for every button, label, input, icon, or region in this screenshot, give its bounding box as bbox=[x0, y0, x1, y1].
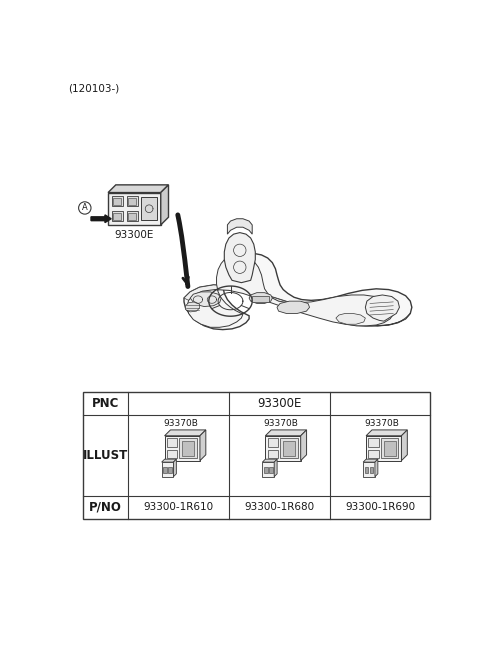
Bar bbox=[283, 441, 295, 455]
Polygon shape bbox=[401, 430, 408, 460]
Polygon shape bbox=[184, 285, 410, 327]
Polygon shape bbox=[249, 293, 272, 303]
Bar bbox=[168, 467, 172, 473]
Text: 93300E: 93300E bbox=[115, 229, 154, 240]
Polygon shape bbox=[184, 253, 412, 329]
Polygon shape bbox=[263, 462, 274, 477]
Text: 93370B: 93370B bbox=[364, 419, 399, 428]
Polygon shape bbox=[366, 430, 408, 436]
Bar bbox=[112, 196, 123, 206]
Bar bbox=[163, 467, 167, 473]
Polygon shape bbox=[108, 193, 161, 225]
Text: A: A bbox=[82, 204, 88, 212]
Text: 93300-1R610: 93300-1R610 bbox=[144, 502, 214, 512]
FancyArrow shape bbox=[91, 215, 111, 223]
Bar bbox=[267, 450, 278, 458]
Polygon shape bbox=[165, 430, 206, 436]
Bar bbox=[368, 450, 379, 458]
Bar bbox=[127, 211, 137, 221]
Polygon shape bbox=[162, 459, 176, 462]
Text: 93300-1R680: 93300-1R680 bbox=[244, 502, 314, 512]
Bar bbox=[381, 438, 398, 458]
Bar bbox=[113, 198, 121, 205]
Polygon shape bbox=[363, 459, 378, 462]
Bar bbox=[280, 438, 298, 458]
Text: PNC: PNC bbox=[92, 397, 120, 410]
Polygon shape bbox=[187, 254, 393, 328]
Polygon shape bbox=[224, 233, 255, 283]
Bar bbox=[182, 441, 194, 455]
Polygon shape bbox=[265, 436, 300, 460]
Polygon shape bbox=[366, 436, 401, 460]
Text: (120103-): (120103-) bbox=[68, 84, 119, 94]
Bar bbox=[365, 467, 368, 473]
Bar bbox=[167, 450, 177, 458]
Polygon shape bbox=[336, 314, 365, 324]
Bar bbox=[267, 438, 278, 447]
Bar bbox=[128, 213, 136, 219]
Text: 93300-1R690: 93300-1R690 bbox=[345, 502, 415, 512]
Text: 93370B: 93370B bbox=[163, 419, 198, 428]
Text: 93370B: 93370B bbox=[264, 419, 299, 428]
Bar bbox=[83, 392, 431, 519]
Bar bbox=[180, 438, 197, 458]
Text: 93300E: 93300E bbox=[257, 397, 301, 410]
Polygon shape bbox=[365, 295, 399, 321]
Polygon shape bbox=[375, 459, 378, 477]
Polygon shape bbox=[363, 462, 375, 477]
Polygon shape bbox=[274, 459, 277, 477]
Polygon shape bbox=[161, 185, 168, 225]
Polygon shape bbox=[186, 302, 200, 312]
Text: P/NO: P/NO bbox=[89, 501, 122, 514]
Bar bbox=[112, 211, 123, 221]
Polygon shape bbox=[173, 459, 176, 477]
Polygon shape bbox=[200, 430, 206, 460]
Text: ILLUST: ILLUST bbox=[83, 449, 128, 462]
Bar bbox=[368, 438, 379, 447]
Bar bbox=[370, 467, 373, 473]
Bar bbox=[113, 213, 121, 219]
Polygon shape bbox=[228, 219, 252, 234]
Polygon shape bbox=[263, 459, 277, 462]
Bar bbox=[264, 467, 267, 473]
Bar bbox=[167, 438, 177, 447]
Polygon shape bbox=[165, 436, 200, 460]
Bar bbox=[142, 197, 157, 220]
Polygon shape bbox=[162, 462, 173, 477]
Bar bbox=[128, 198, 136, 205]
Bar bbox=[384, 441, 396, 455]
Polygon shape bbox=[300, 430, 307, 460]
Polygon shape bbox=[277, 301, 310, 314]
Polygon shape bbox=[108, 185, 168, 193]
Bar bbox=[269, 467, 273, 473]
Bar bbox=[252, 296, 269, 302]
Polygon shape bbox=[190, 292, 221, 307]
Bar bbox=[127, 196, 137, 206]
Polygon shape bbox=[265, 430, 307, 436]
